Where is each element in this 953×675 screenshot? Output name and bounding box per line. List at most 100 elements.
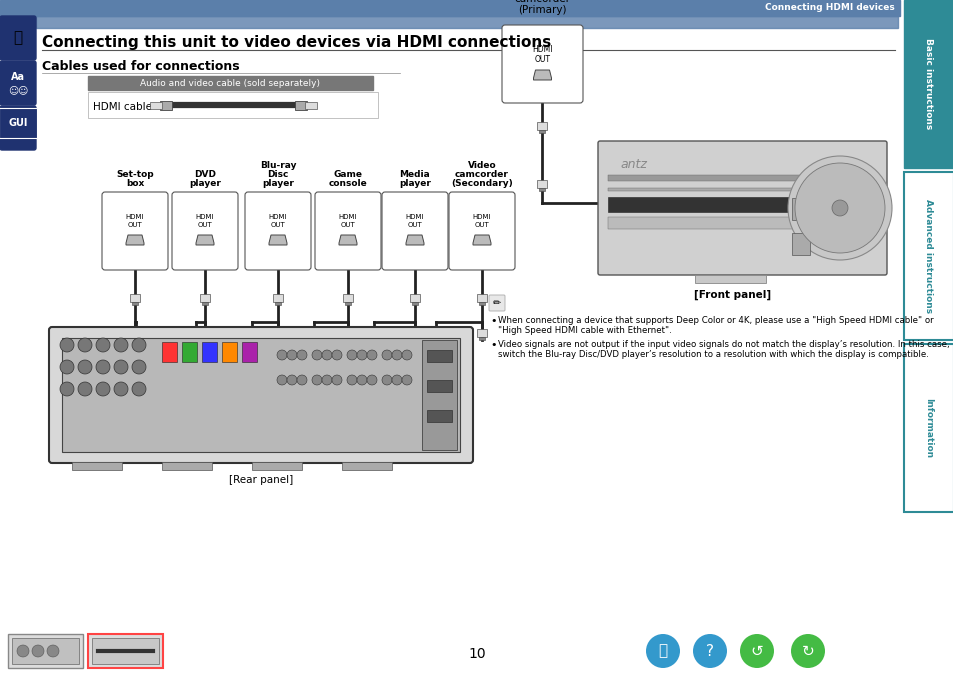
Bar xyxy=(427,410,452,422)
Circle shape xyxy=(356,350,367,360)
Bar xyxy=(539,130,545,133)
Bar xyxy=(150,102,162,109)
Text: HDMI: HDMI xyxy=(405,214,424,220)
Circle shape xyxy=(794,163,884,253)
Circle shape xyxy=(381,350,392,360)
Text: ✏: ✏ xyxy=(493,298,500,308)
Bar xyxy=(62,338,459,452)
Text: OUT: OUT xyxy=(475,222,489,228)
Text: (Secondary): (Secondary) xyxy=(451,179,513,188)
Bar xyxy=(412,302,417,305)
Text: Information: Information xyxy=(923,398,933,458)
Circle shape xyxy=(322,350,332,360)
Text: camcorder: camcorder xyxy=(455,170,508,179)
Circle shape xyxy=(312,375,322,385)
Bar xyxy=(537,180,547,188)
Bar xyxy=(476,329,486,337)
Circle shape xyxy=(740,634,773,668)
Bar xyxy=(200,294,210,302)
Text: •: • xyxy=(490,316,496,326)
Circle shape xyxy=(332,375,341,385)
Bar xyxy=(242,342,256,362)
Text: GUI: GUI xyxy=(9,118,28,128)
Circle shape xyxy=(287,350,296,360)
Bar xyxy=(12,638,79,664)
Circle shape xyxy=(96,382,110,396)
Circle shape xyxy=(296,350,307,360)
Text: •: • xyxy=(490,340,496,350)
Circle shape xyxy=(401,375,412,385)
Circle shape xyxy=(132,382,146,396)
Bar xyxy=(343,329,353,337)
Bar xyxy=(160,101,172,110)
Text: console: console xyxy=(328,179,367,188)
Circle shape xyxy=(312,350,322,360)
Bar xyxy=(162,462,212,470)
Bar xyxy=(202,302,208,305)
Bar xyxy=(343,294,353,302)
Text: Advanced instructions: Advanced instructions xyxy=(923,199,933,313)
Circle shape xyxy=(367,375,376,385)
Bar xyxy=(71,462,122,470)
Bar xyxy=(222,342,236,362)
Text: DVD: DVD xyxy=(193,170,215,179)
Bar xyxy=(791,198,809,220)
Text: When connecting a device that supports Deep Color or 4K, please use a "High Spee: When connecting a device that supports D… xyxy=(497,316,933,325)
Circle shape xyxy=(787,156,891,260)
Circle shape xyxy=(381,375,392,385)
Text: [Rear panel]: [Rear panel] xyxy=(229,475,293,485)
Text: Connecting this unit to video devices via HDMI connections: Connecting this unit to video devices vi… xyxy=(42,34,551,49)
Circle shape xyxy=(356,375,367,385)
Circle shape xyxy=(276,350,287,360)
Polygon shape xyxy=(126,235,144,245)
Circle shape xyxy=(692,634,726,668)
Text: Connecting HDMI devices: Connecting HDMI devices xyxy=(764,3,894,13)
Circle shape xyxy=(113,338,128,352)
Text: OUT: OUT xyxy=(340,222,355,228)
Circle shape xyxy=(287,375,296,385)
Text: OUT: OUT xyxy=(271,222,285,228)
Text: player: player xyxy=(262,179,294,188)
Text: Basic instructions: Basic instructions xyxy=(923,38,933,130)
Bar xyxy=(0,0,899,16)
Bar xyxy=(8,634,83,668)
Text: switch the Blu-ray Disc/DVD player’s resolution to a resolution with which the d: switch the Blu-ray Disc/DVD player’s res… xyxy=(497,350,928,359)
Bar xyxy=(273,329,283,337)
Text: Set-top: Set-top xyxy=(116,170,153,179)
Circle shape xyxy=(132,360,146,374)
FancyBboxPatch shape xyxy=(501,25,582,103)
FancyBboxPatch shape xyxy=(381,192,448,270)
Bar xyxy=(341,462,392,470)
Bar xyxy=(410,294,419,302)
Text: Media: Media xyxy=(399,170,430,179)
Bar xyxy=(294,101,307,110)
FancyBboxPatch shape xyxy=(598,141,886,275)
Circle shape xyxy=(347,375,356,385)
Text: Game: Game xyxy=(334,170,362,179)
Bar xyxy=(607,175,822,181)
Polygon shape xyxy=(195,235,213,245)
Bar xyxy=(182,342,196,362)
Bar xyxy=(91,638,159,664)
Bar xyxy=(132,337,138,340)
Bar xyxy=(274,302,281,305)
FancyBboxPatch shape xyxy=(0,61,36,105)
Text: HDMI: HDMI xyxy=(126,214,144,220)
Text: HDMI: HDMI xyxy=(473,214,491,220)
FancyBboxPatch shape xyxy=(314,192,380,270)
Circle shape xyxy=(276,375,287,385)
Bar xyxy=(202,337,208,340)
Text: OUT: OUT xyxy=(197,222,213,228)
Text: Disc: Disc xyxy=(267,170,289,179)
Text: Audio and video cable (sold separately): Audio and video cable (sold separately) xyxy=(140,78,319,88)
Text: Video signals are not output if the input video signals do not match the display: Video signals are not output if the inpu… xyxy=(497,340,948,349)
FancyBboxPatch shape xyxy=(0,106,36,150)
Polygon shape xyxy=(533,70,551,80)
Bar xyxy=(476,294,486,302)
Bar xyxy=(903,0,953,168)
Text: ?: ? xyxy=(705,643,713,659)
Circle shape xyxy=(47,645,59,657)
Bar xyxy=(36,16,897,28)
Bar xyxy=(273,294,283,302)
Circle shape xyxy=(401,350,412,360)
